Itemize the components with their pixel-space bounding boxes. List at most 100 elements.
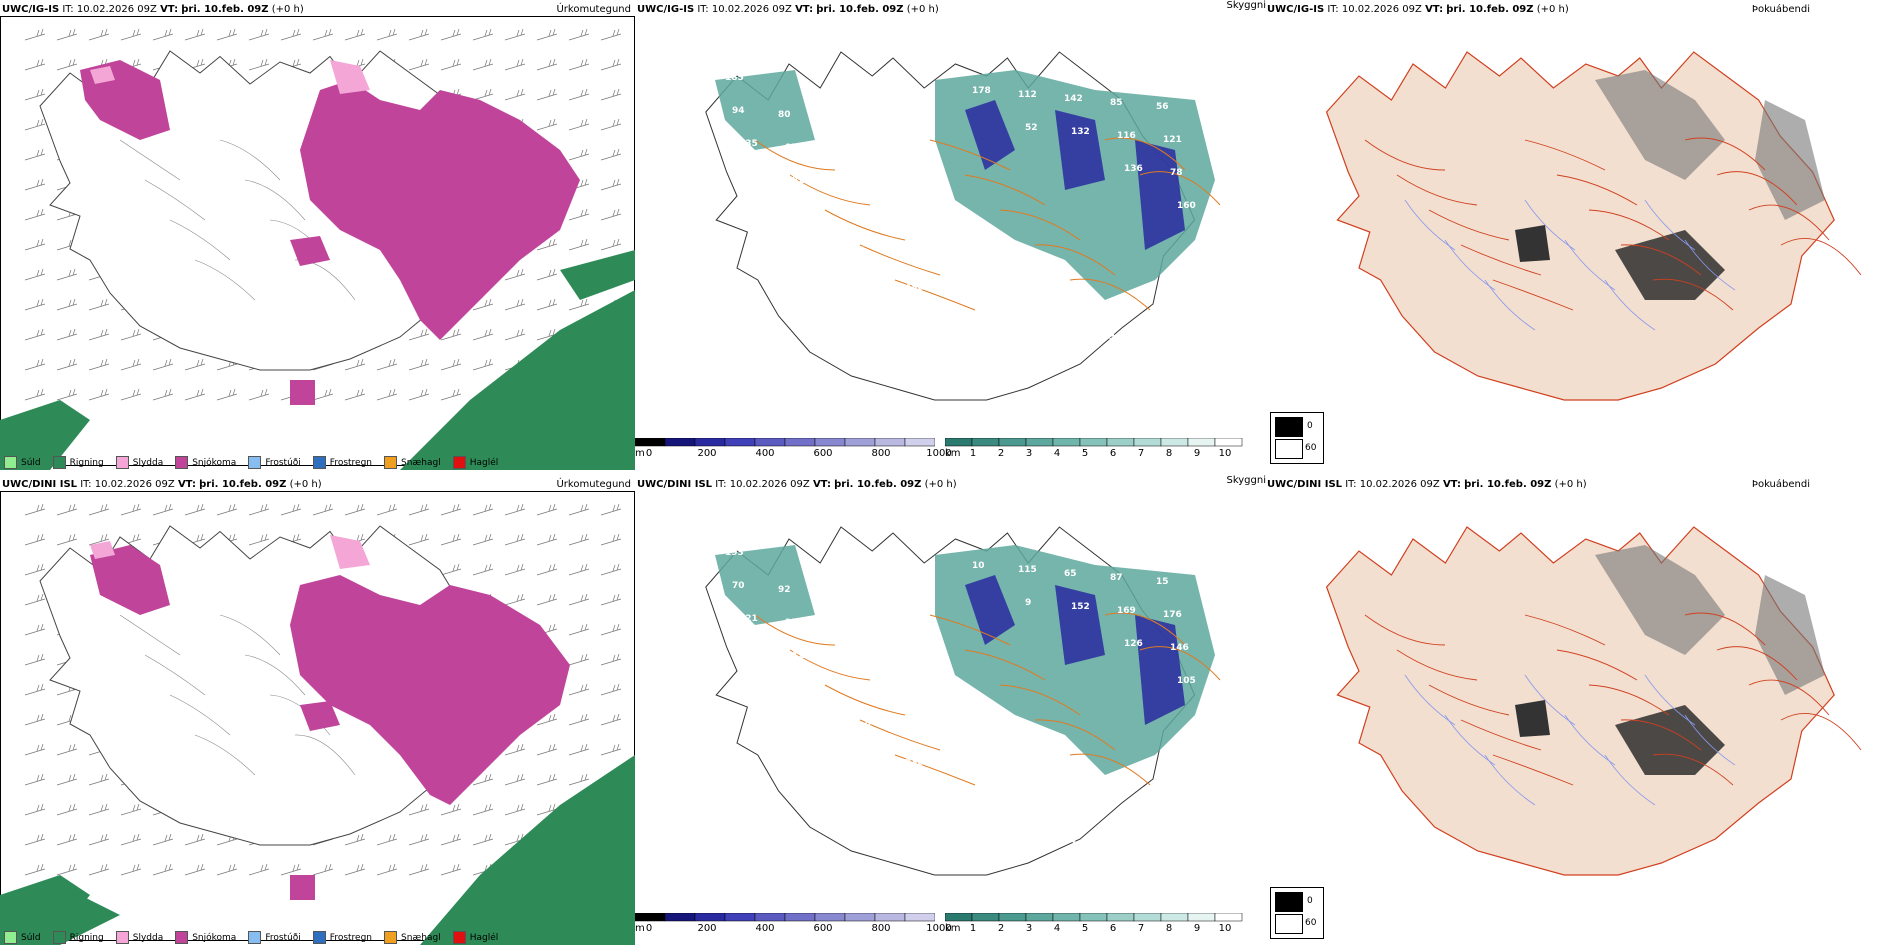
wind-barb	[440, 863, 462, 876]
ceiling-label: 27	[884, 659, 897, 669]
wind-barb	[600, 533, 622, 546]
wind-barb	[24, 683, 46, 696]
panel-type-title: Skyggni	[1226, 475, 1266, 486]
ceiling-label: 75	[753, 205, 766, 215]
road-line	[999, 684, 1081, 716]
wind-barb	[280, 28, 302, 41]
precip-map	[0, 28, 635, 470]
road-line	[1428, 684, 1510, 716]
wind-barb	[184, 833, 206, 846]
vt-label: VT:	[1425, 4, 1444, 15]
lead-time: (+0 h)	[924, 479, 957, 490]
legend-item: Snæhagl	[384, 931, 441, 944]
fog-legend-label: 0	[1307, 421, 1313, 431]
road-line	[964, 174, 1046, 206]
ceiling-label: 176	[1163, 610, 1182, 620]
wind-barb	[376, 388, 398, 401]
colorbar-cell	[998, 438, 1027, 447]
ceiling-label: 56	[1103, 365, 1116, 375]
wind-barb	[88, 388, 110, 401]
wind-barb	[536, 298, 558, 311]
wind-barb	[248, 28, 270, 41]
ceiling-label: 124	[792, 651, 811, 661]
wind-barb	[600, 623, 622, 636]
wind-barb	[24, 88, 46, 101]
colorbar-cell	[844, 438, 876, 447]
wind-barb	[24, 653, 46, 666]
road-line	[1588, 684, 1670, 716]
snow-area	[80, 60, 580, 405]
wind-barb	[24, 863, 46, 876]
colorbar-cell	[945, 438, 973, 447]
visibility-colorbar: km 1 2 3 4 5 6 7 8 9 10	[945, 438, 1245, 468]
ceiling-label: 10	[972, 561, 985, 571]
ceiling-label: 77	[799, 684, 812, 694]
wind-barb	[504, 328, 526, 341]
road-line	[1524, 139, 1606, 171]
river-line	[1484, 279, 1536, 331]
road-line	[144, 654, 206, 696]
vt-value: þri. 10.feb. 09Z	[816, 4, 904, 15]
it-label: IT:	[1345, 479, 1357, 490]
road-line	[824, 684, 906, 716]
road-line	[1460, 244, 1542, 276]
ceiling-label: 16	[866, 787, 879, 797]
wind-barb	[24, 238, 46, 251]
wind-barb	[24, 563, 46, 576]
colorbar-cell	[635, 438, 666, 447]
it-value: 10.02.2026 09Z	[1341, 4, 1422, 15]
legend-label: Frostúði	[265, 457, 301, 468]
wind-barb	[24, 743, 46, 756]
legend-swatch	[452, 456, 466, 469]
road-line	[1780, 238, 1862, 276]
ceiling-label: 122	[997, 291, 1016, 301]
wind-barb	[440, 28, 462, 41]
wind-barb	[88, 533, 110, 546]
panel-type-title: Skyggni	[1226, 0, 1266, 11]
wind-barb	[24, 593, 46, 606]
wind-barb	[24, 803, 46, 816]
legend-label: Frostúði	[265, 932, 301, 943]
ceiling-label: 85	[852, 246, 865, 256]
tick-label: 400	[755, 448, 775, 459]
model-name: UWC/IG-IS	[1267, 4, 1325, 15]
ceiling-label: 85	[1110, 98, 1123, 108]
road-line	[244, 654, 306, 696]
tick-label: 3	[1025, 923, 1033, 934]
precip-map	[0, 503, 635, 945]
visibility-colorbar: km 1 2 3 4 5 6 7 8 9 10	[945, 913, 1245, 943]
visibility-colorbar-gradient	[945, 913, 1243, 922]
fog-map	[1325, 526, 1862, 876]
tick-label: 4	[1053, 923, 1061, 934]
wind-barb	[408, 58, 430, 71]
wind-barb	[504, 298, 526, 311]
road-line	[219, 614, 281, 656]
wind-barb	[376, 833, 398, 846]
colorbar-cell	[754, 913, 786, 922]
fog-area	[1615, 230, 1725, 300]
wind-barb	[600, 148, 622, 161]
ceiling-label: 258	[785, 618, 804, 628]
wind-barb	[536, 773, 558, 786]
fog-legend-black	[1275, 892, 1303, 912]
wind-barb	[24, 503, 46, 516]
fog-area	[1595, 70, 1825, 220]
tick-label: 0	[645, 448, 653, 459]
wind-barb	[600, 238, 622, 251]
wind-barb	[536, 743, 558, 756]
colorbar-cell	[1133, 913, 1162, 922]
legend-swatch	[52, 931, 66, 944]
wind-barb	[440, 503, 462, 516]
road-line	[1396, 174, 1478, 206]
legend-label: Haglél	[469, 932, 499, 943]
ceiling-label: 101	[1103, 840, 1122, 850]
wind-barb	[24, 298, 46, 311]
wind-barb	[216, 503, 238, 516]
wind-barb	[504, 803, 526, 816]
wind-barb	[472, 503, 494, 516]
colorbar-cell	[694, 438, 726, 447]
colorbar-cell	[1079, 913, 1108, 922]
tick-label: 1000	[926, 923, 952, 934]
wind-barb	[504, 88, 526, 101]
wind-barb	[504, 563, 526, 576]
